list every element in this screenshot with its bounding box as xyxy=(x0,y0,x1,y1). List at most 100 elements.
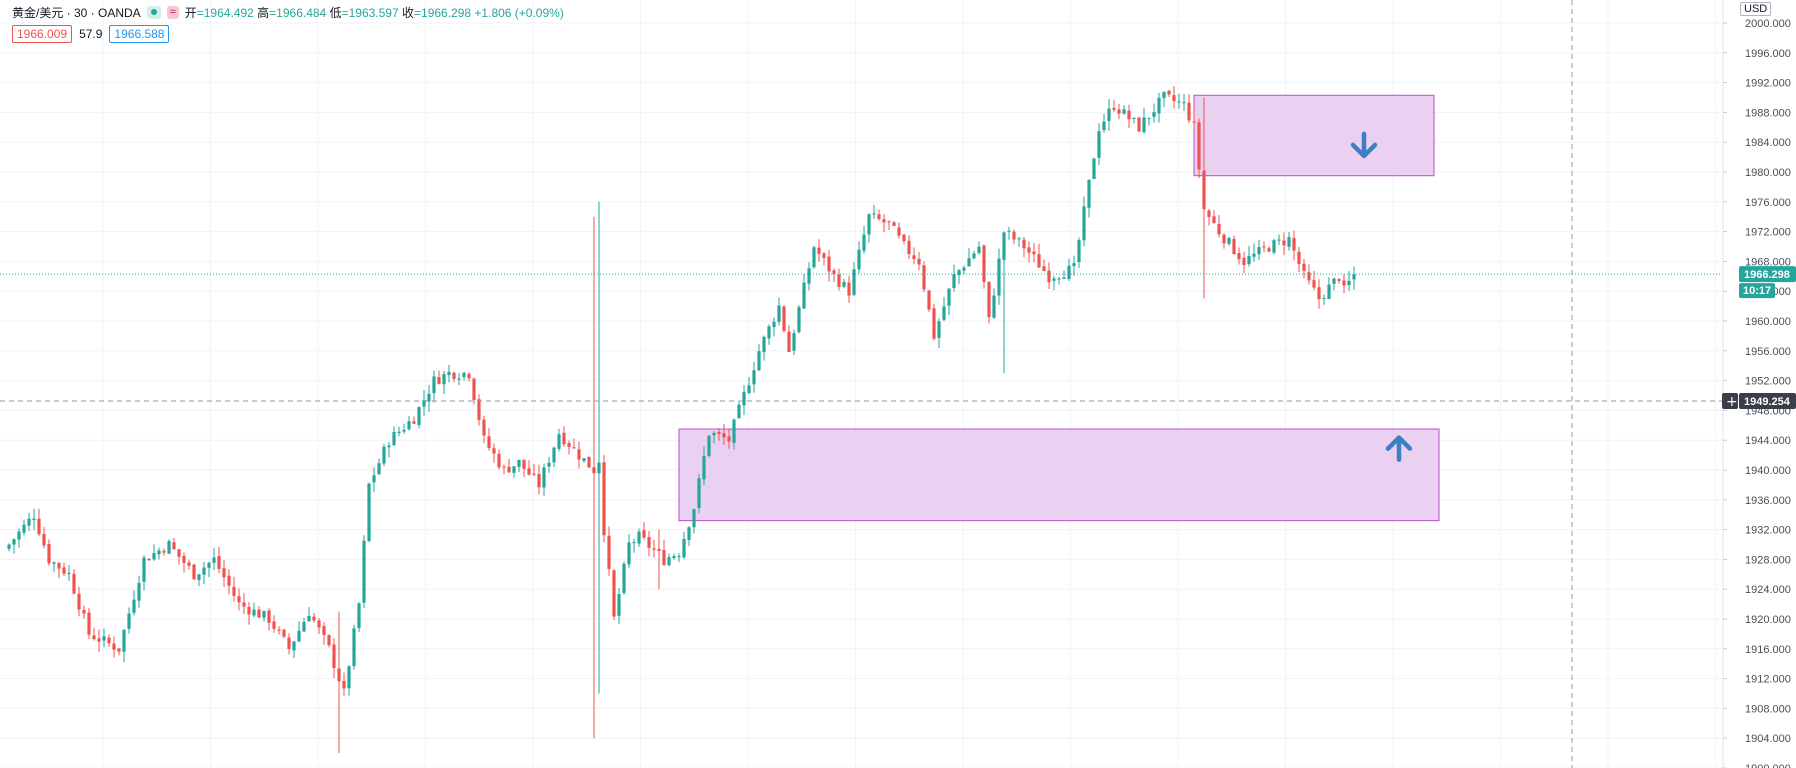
y-tick-label: 1912.000 xyxy=(1745,674,1791,686)
candle-up xyxy=(557,434,561,449)
candle-down xyxy=(467,373,471,379)
candle-down xyxy=(522,459,526,469)
candle-down xyxy=(1307,272,1311,281)
candle-up xyxy=(807,268,811,284)
candle-up xyxy=(517,459,521,467)
candle-down xyxy=(342,680,346,689)
candle-down xyxy=(1047,270,1051,283)
candle-up xyxy=(157,550,161,555)
candle-down xyxy=(642,530,646,538)
candle-up xyxy=(1157,97,1161,114)
candle-down xyxy=(1267,248,1271,252)
candle-down xyxy=(787,331,791,353)
candle-down xyxy=(327,635,331,646)
candle-down xyxy=(47,544,51,564)
crosshair-price-label: 1949.254 xyxy=(1744,396,1791,408)
candle-up xyxy=(967,258,971,267)
candle-down xyxy=(312,616,316,621)
candle-up xyxy=(757,351,761,371)
candle-up xyxy=(1097,131,1101,158)
candle-up xyxy=(367,483,371,541)
candle-down xyxy=(647,536,651,548)
candle-up xyxy=(777,305,781,322)
candle-down xyxy=(1232,238,1236,255)
candle-up xyxy=(512,466,516,473)
candle-up xyxy=(857,249,861,270)
wave-icon[interactable]: ≈ xyxy=(166,6,179,19)
candle-up xyxy=(352,628,356,667)
candle-down xyxy=(192,564,196,580)
candle-down xyxy=(87,612,91,635)
last-price-tag xyxy=(1739,266,1796,283)
open-value: =1964.492 xyxy=(196,6,254,20)
candle-up xyxy=(842,281,846,287)
candle-up xyxy=(667,557,671,566)
candle-down xyxy=(147,558,151,561)
candle-up xyxy=(712,432,716,436)
candle-up xyxy=(867,214,871,235)
candles xyxy=(7,86,1356,754)
candle-down xyxy=(662,550,666,565)
candle-down xyxy=(332,644,336,669)
candle-up xyxy=(32,518,36,520)
candle-up xyxy=(792,333,796,351)
candle-up xyxy=(542,467,546,488)
candle-up xyxy=(1327,284,1331,299)
crosshair-price-tag xyxy=(1739,393,1796,410)
candle-down xyxy=(1337,279,1341,281)
candle-up xyxy=(1102,121,1106,131)
candle-up xyxy=(737,404,741,419)
candle-down xyxy=(322,626,326,635)
candle-down xyxy=(477,399,481,421)
candle-up xyxy=(962,267,966,271)
ask-price-button[interactable]: 1966.588 xyxy=(109,25,170,43)
currency-button[interactable]: USD xyxy=(1740,2,1772,16)
candle-up xyxy=(12,539,16,545)
candle-down xyxy=(1342,280,1346,286)
candle-up xyxy=(947,288,951,306)
candle-up xyxy=(432,376,436,394)
candle-down xyxy=(1292,238,1296,251)
candle-up xyxy=(167,541,171,554)
candle-down xyxy=(1217,223,1221,235)
candle-down xyxy=(287,637,291,649)
symbol-title[interactable]: 黄金/美元 · 30 · OANDA xyxy=(12,6,141,20)
candle-up xyxy=(402,429,406,432)
countdown-label: 10:17 xyxy=(1743,285,1771,297)
candle-down xyxy=(1282,240,1286,246)
candle-up xyxy=(102,636,106,641)
market-status-icon xyxy=(146,6,161,19)
candle-up xyxy=(957,270,961,275)
y-tick-label: 1944.000 xyxy=(1745,435,1791,447)
candle-down xyxy=(437,377,441,384)
candle-up xyxy=(152,552,156,560)
price-axis[interactable]: 2000.000 1996.000 1992.000 1988.000 1984.000… xyxy=(1722,0,1796,768)
bid-price-button[interactable]: 1966.009 xyxy=(12,25,73,43)
candle-down xyxy=(232,586,236,596)
candle-up xyxy=(1122,109,1126,114)
candle-down xyxy=(817,247,821,254)
change-value: +1.806 (+0.09%) xyxy=(474,6,564,20)
add-alert-button xyxy=(1722,393,1738,410)
candle-down xyxy=(1192,121,1196,123)
candle-up xyxy=(17,531,21,540)
candle-up xyxy=(377,463,381,475)
candle-up xyxy=(207,562,211,568)
candle-down xyxy=(1302,263,1306,271)
candle-down xyxy=(77,593,81,610)
candle-down xyxy=(1222,234,1226,244)
candle-up xyxy=(1247,255,1251,264)
y-tick-label: 1996.000 xyxy=(1745,48,1791,60)
candle-down xyxy=(272,621,276,629)
candle-up xyxy=(1007,230,1011,232)
candle-down xyxy=(657,548,661,551)
candle-down xyxy=(217,556,221,569)
candle-up xyxy=(617,594,621,616)
candle-down xyxy=(1207,210,1211,217)
candle-down xyxy=(227,575,231,586)
candle-up xyxy=(1332,278,1336,284)
last-price-label: 1966.298 xyxy=(1744,269,1790,281)
candle-up xyxy=(992,295,996,318)
overlay-layer xyxy=(0,131,1722,462)
